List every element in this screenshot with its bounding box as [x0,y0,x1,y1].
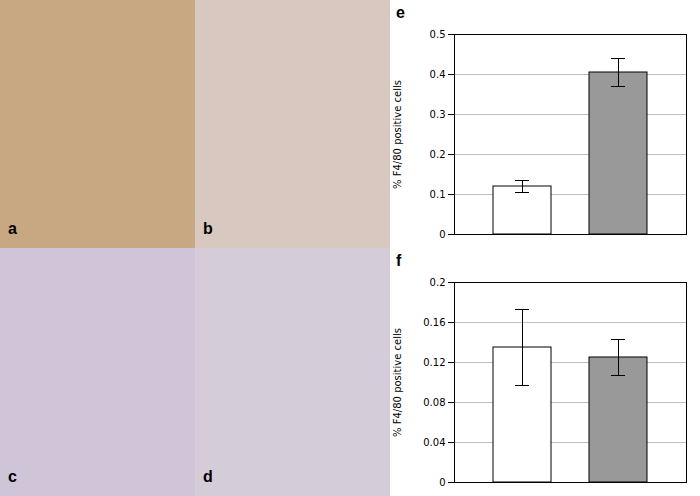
svg-text:0: 0 [439,229,445,240]
svg-text:0.2: 0.2 [430,149,446,160]
html-text:c: c [8,468,17,485]
html-text:e: e [396,4,405,21]
svg-text:% F4/80 positive cells: % F4/80 positive cells [392,328,403,437]
html-text:f: f [396,252,402,269]
svg-text:0.4: 0.4 [430,69,446,80]
svg-text:0.12: 0.12 [423,357,445,368]
svg-text:0.5: 0.5 [430,29,446,40]
html-text:b: b [203,220,213,237]
svg-text:% F4/80 positive cells: % F4/80 positive cells [392,80,403,189]
svg-text:0.2: 0.2 [430,277,446,288]
html-text:a: a [8,220,17,237]
svg-text:0: 0 [439,477,445,488]
svg-text:0.16: 0.16 [423,317,445,328]
svg-text:0.3: 0.3 [430,109,446,120]
svg-text:0.1: 0.1 [430,189,446,200]
svg-text:0.08: 0.08 [423,397,445,408]
html-text:d: d [203,468,213,485]
svg-text:0.04: 0.04 [423,437,445,448]
